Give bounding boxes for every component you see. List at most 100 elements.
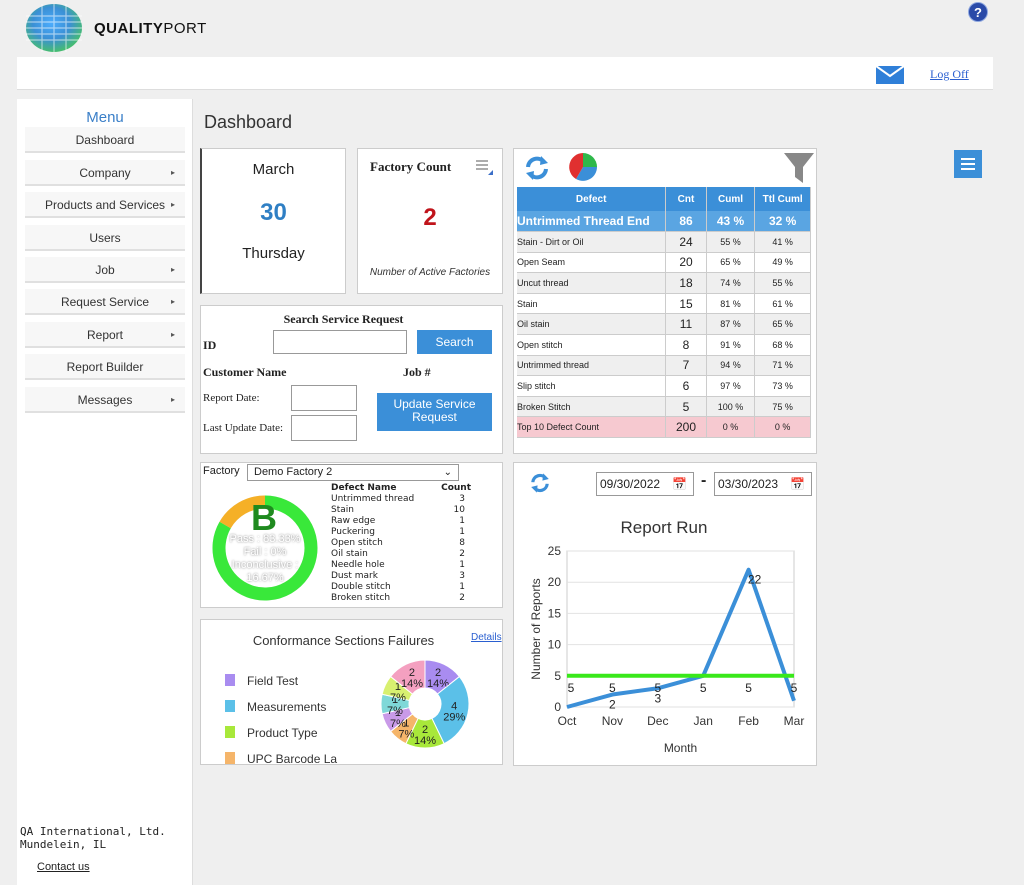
date-range-separator: - <box>701 472 707 489</box>
id-input[interactable] <box>273 330 407 354</box>
legend-item[interactable]: UPC Barcode La <box>225 752 338 765</box>
search-service-request-card: Search Service Request ID Search Custome… <box>200 305 503 454</box>
legend-label: UPC Barcode La <box>247 752 338 765</box>
cell-cnt: 86 <box>665 211 707 233</box>
date-from-input[interactable]: 09/30/2022 📅 <box>596 472 694 496</box>
pie-slice-value: 1 <box>395 707 401 719</box>
conformance-card: Conformance Sections Failures Details Fi… <box>200 619 503 765</box>
x-tick-label: Nov <box>602 714 623 728</box>
cell-cuml: 74 % <box>706 272 756 294</box>
legend-item[interactable]: Measurements <box>225 700 326 714</box>
calendar-icon[interactable]: 📅 <box>790 477 805 491</box>
table-row[interactable]: Slip stitch 6 97 % 73 % <box>517 375 811 397</box>
pie-slice-percent: 7% <box>387 705 403 717</box>
cell-ttl: 0 % <box>754 416 811 439</box>
cell-ttl: 49 % <box>754 252 811 274</box>
chevron-right-icon: ▸ <box>170 265 175 274</box>
ttl-cuml-column-header[interactable]: Ttl Cuml <box>754 187 811 211</box>
help-icon[interactable]: ? <box>968 2 988 22</box>
calendar-icon[interactable]: 📅 <box>672 477 687 491</box>
pie-slice-value: 2 <box>409 667 415 679</box>
details-link[interactable]: Details <box>471 632 502 643</box>
legend-label: Measurements <box>247 700 327 714</box>
last-update-date-input[interactable] <box>291 415 357 441</box>
table-row[interactable]: Open stitch 8 91 % 68 % <box>517 334 811 356</box>
pass-arc <box>212 495 318 601</box>
cell-cuml: 65 % <box>706 252 756 274</box>
list-menu-icon[interactable] <box>474 159 494 177</box>
factory-select[interactable]: Demo Factory 2 ⌄ <box>247 464 459 481</box>
logo: QUALITYPORT <box>18 0 278 56</box>
cell-cuml: 94 % <box>706 355 756 377</box>
legend-item[interactable]: Product Type <box>225 726 318 740</box>
sidebar-item-label: Report <box>86 328 124 342</box>
cell-ttl: 73 % <box>754 375 811 397</box>
sidebar-item-dashboard[interactable]: Dashboard <box>25 127 185 153</box>
sidebar-item-users[interactable]: Users <box>25 225 185 251</box>
defect-count: 1 <box>459 560 465 570</box>
globe-logo-icon <box>26 4 82 52</box>
page-title: Dashboard <box>204 112 293 132</box>
y-tick-label: 10 <box>548 638 562 652</box>
id-label: ID <box>203 338 217 352</box>
sidebar-item-report-builder[interactable]: Report Builder <box>25 354 185 380</box>
legend-item[interactable]: Field Test <box>225 674 298 688</box>
legend-swatch <box>225 752 235 764</box>
date-to-input[interactable]: 03/30/2023 📅 <box>714 472 812 496</box>
sidebar-item-job[interactable]: Job ▸ <box>25 257 185 283</box>
factory-count-card: Factory Count 2 Number of Active Factori… <box>357 148 503 294</box>
cnt-column-header[interactable]: Cnt <box>665 187 707 211</box>
cell-cnt: 7 <box>665 355 707 377</box>
table-row[interactable]: Oil stain 11 87 % 65 % <box>517 313 811 336</box>
search-button[interactable]: Search <box>417 330 492 354</box>
target-point-label: 5 <box>745 681 752 695</box>
chevron-down-icon: ⌄ <box>443 467 452 478</box>
sidebar-item-messages[interactable]: Messages ▸ <box>25 387 185 413</box>
table-row[interactable]: Broken Stitch 5 100 % 75 % <box>517 396 811 418</box>
table-row[interactable]: Stain 15 81 % 61 % <box>517 293 811 315</box>
date-weekday: Thursday <box>242 245 305 262</box>
filter-icon[interactable] <box>784 153 814 183</box>
contact-link[interactable]: Contact us <box>37 861 90 873</box>
company-line-1: QA International, Ltd. <box>20 825 166 838</box>
mail-icon[interactable] <box>876 66 904 84</box>
cell-cuml: 55 % <box>706 231 756 253</box>
table-row[interactable]: Open Seam 20 65 % 49 % <box>517 252 811 274</box>
legend-label: Product Type <box>247 726 318 740</box>
conformance-pie: 214%429%214%17%17%17%17%214% <box>380 659 470 749</box>
pie-slice-percent: 29% <box>443 712 465 724</box>
logoff-link[interactable]: Log Off <box>930 67 969 81</box>
hamburger-menu-icon[interactable] <box>954 150 982 178</box>
refresh-icon[interactable] <box>528 471 552 495</box>
update-service-request-button[interactable]: Update Service Request <box>377 393 492 431</box>
cuml-column-header[interactable]: Cuml <box>706 187 756 211</box>
refresh-icon[interactable] <box>522 153 552 183</box>
table-row[interactable]: Untrimmed Thread End 86 43 % 32 % <box>517 211 811 233</box>
table-row[interactable]: Top 10 Defect Count 200 0 % 0 % <box>517 416 811 439</box>
pass-label: Pass : 83.33% <box>229 533 301 545</box>
cell-cnt: 24 <box>665 231 707 253</box>
grade-stats: Pass : 83.33% Fail : 0% Inconclusive : 1… <box>215 533 315 585</box>
sidebar-item-report[interactable]: Report ▸ <box>25 322 185 348</box>
defect-column-header[interactable]: Defect <box>517 187 667 211</box>
defect-count-list: Defect Name Count Untrimmed thread 3 Stain… <box>331 483 471 604</box>
report-date-input[interactable] <box>291 385 357 411</box>
sidebar-item-products-and-services[interactable]: Products and Services ▸ <box>25 192 185 218</box>
table-row[interactable]: Untrimmed thread 7 94 % 71 % <box>517 355 811 377</box>
sidebar-item-company[interactable]: Company ▸ <box>25 160 185 186</box>
table-row[interactable]: Stain - Dirt or Oil 24 55 % 41 % <box>517 231 811 253</box>
pie-slice[interactable] <box>431 675 470 745</box>
table-row[interactable]: Uncut thread 18 74 % 55 % <box>517 272 811 294</box>
y-tick-label: 5 <box>554 669 561 683</box>
pie-chart-icon[interactable] <box>566 151 600 183</box>
date-card: March 30 Thursday <box>200 148 346 294</box>
pie-slice[interactable] <box>389 659 426 695</box>
y-tick-label: 25 <box>548 544 562 558</box>
y-tick-label: 20 <box>548 575 562 589</box>
data-value-label: 22 <box>748 573 762 587</box>
defect-count: 8 <box>459 538 465 548</box>
pie-slice-value: 1 <box>395 681 401 693</box>
defect-count-header: Count <box>441 483 471 493</box>
sidebar-item-request-service[interactable]: Request Service ▸ <box>25 289 185 315</box>
sidebar-item-label: Request Service <box>60 295 150 309</box>
